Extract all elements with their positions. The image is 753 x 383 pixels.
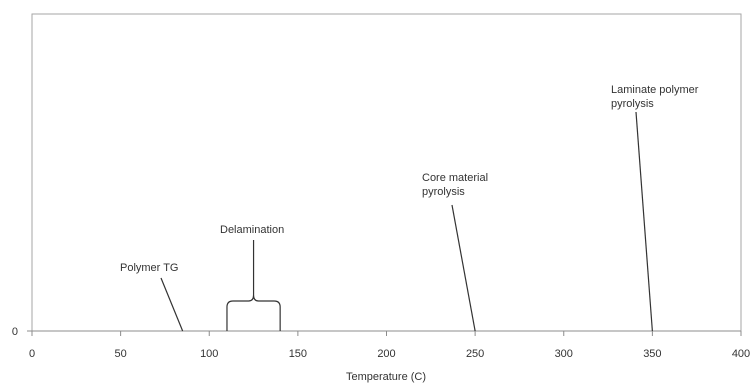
x-axis-title: Temperature (C)	[346, 371, 426, 383]
annotation-leader	[451, 204, 476, 332]
annotation-label-line: Delamination	[220, 224, 284, 236]
x-tick-label: 100	[200, 348, 218, 360]
annotation-leader	[635, 111, 653, 332]
x-tick-label: 250	[466, 348, 484, 360]
x-tick-label: 0	[29, 348, 35, 360]
y-axis-ticks: 0	[12, 326, 32, 338]
annotation-label-line: pyrolysis	[422, 186, 465, 198]
annotation-laminate-pyrolysis: Laminate polymer pyrolysis	[611, 84, 699, 332]
x-tick-label: 350	[643, 348, 661, 360]
x-axis-ticks: 0 50 100 150 200 250 300 350 400	[29, 331, 750, 360]
x-tick-label: 400	[732, 348, 750, 360]
x-tick-label: 150	[289, 348, 307, 360]
annotation-core-pyrolysis: Core material pyrolysis	[422, 172, 488, 332]
annotation-label-line: pyrolysis	[611, 98, 654, 110]
annotation-label: Core material pyrolysis	[422, 172, 488, 198]
plot-area	[31, 13, 742, 332]
x-tick-label: 50	[115, 348, 127, 360]
annotation-label: Delamination	[220, 224, 284, 236]
annotation-label-line: Laminate polymer	[611, 84, 699, 96]
annotations: Polymer TG Delamination Core material pyrol…	[120, 84, 699, 332]
annotation-polymer-tg: Polymer TG	[120, 262, 184, 332]
x-tick-label: 300	[555, 348, 573, 360]
y-tick-label: 0	[12, 326, 18, 338]
annotation-label-line: Core material	[422, 172, 488, 184]
annotation-label: Laminate polymer pyrolysis	[611, 84, 699, 110]
annotation-leader	[160, 277, 184, 332]
annotation-label-line: Polymer TG	[120, 262, 178, 274]
annotation-delamination: Delamination	[220, 224, 284, 331]
x-tick-label: 200	[377, 348, 395, 360]
annotation-label: Polymer TG	[120, 262, 178, 274]
